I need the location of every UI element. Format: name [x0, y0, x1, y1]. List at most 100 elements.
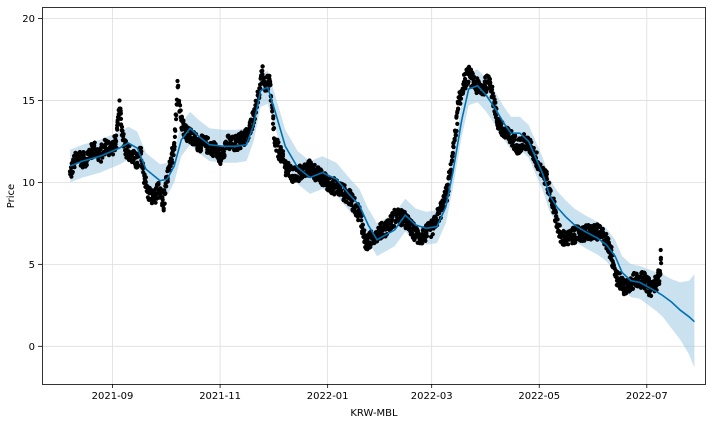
actual-point	[161, 206, 166, 211]
actual-point	[307, 165, 313, 170]
actual-point	[153, 200, 158, 205]
actual-point	[606, 240, 611, 245]
actual-point	[211, 153, 216, 159]
actual-point	[424, 231, 429, 236]
actual-point	[453, 133, 458, 138]
actual-point	[452, 136, 457, 141]
actual-point	[275, 143, 280, 148]
actual-point	[124, 147, 129, 152]
actual-point	[196, 140, 201, 146]
x-tick-label: 2022-05	[518, 391, 560, 402]
actual-point	[487, 77, 492, 82]
actual-point	[117, 98, 122, 103]
actual-point	[76, 154, 82, 159]
actual-point	[170, 160, 175, 165]
actual-point	[92, 140, 97, 145]
actual-point	[115, 118, 120, 123]
actual-point	[172, 140, 177, 146]
actual-point	[218, 154, 223, 159]
actual-point	[454, 115, 459, 120]
actual-point	[198, 149, 203, 154]
actual-point	[173, 112, 178, 117]
actual-point	[276, 140, 281, 145]
actual-point	[268, 81, 273, 86]
actual-point	[68, 172, 73, 177]
actual-point	[466, 72, 471, 77]
actual-point	[450, 154, 455, 159]
actual-point	[222, 153, 227, 158]
y-tick-label: 0	[29, 342, 35, 353]
actual-point	[412, 236, 417, 242]
actual-point	[271, 126, 277, 131]
actual-point	[327, 176, 332, 181]
actual-point	[462, 76, 468, 81]
actual-point	[239, 137, 244, 142]
actual-point	[657, 273, 662, 278]
actual-point	[635, 277, 641, 282]
actual-point	[129, 154, 134, 159]
actual-point	[110, 152, 116, 157]
forecast-line	[69, 84, 695, 323]
actual-point	[119, 124, 125, 130]
actual-point	[205, 136, 210, 141]
actual-point	[470, 71, 475, 76]
actual-point	[160, 197, 165, 202]
actual-point	[135, 160, 140, 165]
actual-point	[621, 285, 627, 290]
actual-point	[172, 147, 177, 152]
actual-point	[267, 77, 272, 82]
actual-point	[172, 127, 177, 132]
actual-point	[573, 240, 578, 245]
actual-point	[548, 188, 553, 193]
actual-point	[461, 89, 466, 94]
actual-point	[557, 223, 562, 228]
actual-point	[391, 224, 397, 229]
actual-point	[572, 232, 577, 237]
actual-point	[123, 139, 128, 144]
actual-point	[600, 226, 606, 232]
actual-point	[171, 153, 176, 158]
actual-point	[484, 89, 489, 94]
actual-point	[92, 147, 97, 152]
actual-point	[164, 184, 169, 189]
actual-point	[383, 226, 388, 231]
x-tick-label: 2022-01	[307, 391, 349, 402]
y-axis-ticks: 0 5 10 15 20	[22, 14, 42, 353]
actual-point	[508, 136, 514, 141]
actual-point	[151, 196, 156, 201]
actual-point	[178, 108, 183, 113]
actual-point	[555, 217, 560, 222]
actual-point	[357, 211, 362, 216]
plot-frame	[42, 7, 706, 385]
actual-point	[359, 218, 364, 223]
actual-point	[494, 118, 499, 123]
actual-point	[72, 165, 77, 170]
actual-point	[558, 234, 563, 239]
actual-point	[132, 149, 137, 154]
actual-point	[658, 255, 664, 260]
actual-point	[644, 289, 649, 294]
actual-point	[84, 162, 89, 168]
y-tick-label: 5	[29, 260, 35, 271]
actual-point	[466, 79, 471, 84]
actual-point	[142, 173, 147, 178]
actual-point	[653, 281, 658, 287]
actual-point	[445, 182, 450, 187]
actual-point	[121, 134, 126, 139]
actual-point	[271, 116, 276, 121]
actual-point	[461, 81, 466, 87]
actual-point	[177, 98, 182, 103]
y-tick-label: 15	[22, 96, 35, 107]
actual-point	[617, 279, 623, 284]
actual-point	[114, 139, 119, 144]
actual-point	[490, 84, 495, 89]
actual-point	[161, 201, 166, 206]
actual-point	[337, 186, 343, 191]
actual-point	[516, 144, 521, 149]
actual-point	[368, 244, 373, 250]
actual-point	[430, 232, 435, 237]
actual-point	[458, 101, 463, 106]
actual-point	[277, 150, 283, 155]
actual-point	[403, 218, 408, 223]
